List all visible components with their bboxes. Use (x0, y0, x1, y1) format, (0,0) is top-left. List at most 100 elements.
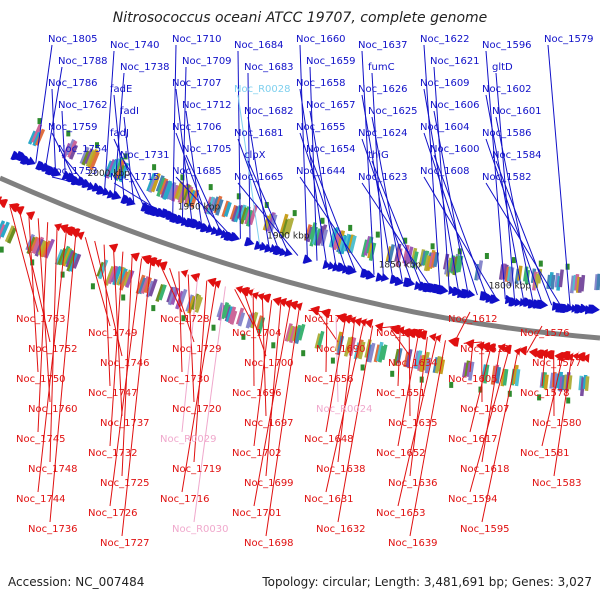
forward-gene-arrow (514, 297, 523, 307)
outer-feature-band (69, 144, 79, 160)
reverse-gene-arrow (246, 288, 255, 298)
reverse-leader-line (454, 311, 471, 343)
reverse-gene-arrow (320, 308, 331, 319)
reverse-gene-label: Noc_1728 (160, 314, 210, 325)
reverse-gene-label: Noc_1652 (376, 448, 426, 459)
reverse-leader-line (37, 229, 67, 493)
forward-gene-label: Noc_1715 (110, 172, 160, 183)
forward-gene-labels: Noc_1805 Noc_1788 Noc_1786 Noc_1762 Noc_1759… (48, 34, 594, 183)
forward-gene-label: Noc_1685 (172, 166, 222, 177)
outer-feature-band (150, 172, 161, 193)
forward-gene-label: Noc_1786 (48, 78, 98, 89)
reverse-gene-label: Noc_1727 (100, 538, 150, 549)
forward-gene-label: Noc_1682 (244, 106, 294, 117)
reverse-gene-arrow (25, 211, 36, 221)
reverse-leader-line (469, 344, 474, 373)
label-leader-lines (9, 44, 573, 537)
forward-gene-label: Noc_1623 (358, 172, 408, 183)
marker-block (0, 246, 4, 253)
outer-feature-band (336, 230, 346, 251)
reverse-gene-arrow (364, 319, 374, 328)
reverse-gene-arrow (543, 350, 555, 360)
reverse-leader-line (463, 341, 483, 344)
inner-feature-band (194, 296, 203, 313)
reverse-gene-label: Noc_1631 (304, 494, 354, 505)
map-title: Nitrosococcus oceani ATCC 19707, complet… (113, 10, 488, 26)
forward-gene-arrow (527, 299, 538, 309)
reverse-gene-label: Noc_1605 (448, 374, 498, 385)
forward-leader-line (51, 88, 56, 172)
reverse-leader-line (234, 289, 255, 327)
inner-feature-band (380, 344, 388, 361)
forward-gene-label: Noc_1731 (120, 150, 170, 161)
inner-feature-band (439, 359, 446, 375)
forward-leader-line (237, 138, 280, 251)
reverse-gene-label: Noc_1649 (376, 328, 426, 339)
forward-leader-line (35, 44, 53, 164)
forward-leader-line (423, 132, 478, 296)
reverse-gene-label: Noc_1748 (28, 464, 78, 475)
inner-feature-band (0, 220, 6, 235)
reverse-gene-arrow (239, 287, 251, 297)
inner-feature-band (424, 357, 432, 374)
forward-gene-arrow (574, 304, 586, 314)
reverse-leader-line (159, 264, 183, 313)
coordinate-ticks: 2000 kbp 1950 kbp 1900 kbp 1850 kbp 1800 kbp (88, 169, 532, 292)
forward-leader-line (547, 44, 571, 308)
forward-gene-arrow (523, 297, 534, 307)
coordinate-tick-label: 1800 kbp (489, 282, 532, 292)
marker-block (484, 253, 489, 259)
marker-block (301, 350, 306, 357)
forward-gene-label: Noc_1665 (234, 172, 284, 183)
inner-feature-band (4, 225, 15, 243)
reverse-leader-line (193, 286, 226, 523)
marker-block (123, 153, 128, 160)
forward-gene-arrow (566, 303, 575, 313)
outer-feature-band (366, 236, 374, 254)
marker-block (151, 305, 156, 312)
inner-feature-band (235, 307, 245, 325)
forward-gene-label: Noc_1710 (172, 34, 222, 45)
forward-gene-label: Noc_1681 (234, 128, 284, 139)
forward-leader-line (361, 182, 431, 287)
forward-leader-line (123, 160, 154, 210)
reverse-gene-arrow (130, 252, 140, 262)
forward-leader-line (361, 94, 394, 279)
reverse-gene-labels: Noc_1763 Noc_1752 Noc_1750 Noc_1760 Noc_1745… (16, 314, 582, 549)
forward-gene-label: Noc_1709 (182, 56, 232, 67)
outer-feature-band (35, 128, 46, 146)
reverse-gene-label: Noc_1760 (28, 404, 78, 415)
forward-leader-line (175, 176, 232, 237)
reverse-gene-label: Noc_1697 (244, 418, 294, 429)
inner-feature-band (59, 245, 71, 266)
reverse-gene-arrow (180, 269, 189, 278)
marker-block (430, 243, 435, 250)
reverse-gene-label: Noc_1702 (232, 448, 282, 459)
forward-gene-arrow (229, 232, 240, 242)
forward-leader-line (51, 176, 95, 188)
forward-gene-arrow (244, 237, 255, 247)
marker-block (241, 333, 246, 340)
outer-feature-band (524, 269, 531, 285)
forward-leader-line (247, 116, 270, 248)
forward-leader-line (123, 116, 135, 203)
forward-gene-label: Noc_1579 (544, 34, 594, 45)
inner-feature-band (143, 276, 152, 294)
forward-gene-label: Noc_1762 (58, 100, 108, 111)
forward-gene-arrow (467, 289, 476, 299)
reverse-gene-arrow (288, 300, 299, 310)
forward-gene-label: Noc_1712 (182, 100, 232, 111)
reverse-gene-label: Noc_1737 (100, 418, 150, 429)
forward-leader-line (299, 132, 346, 269)
reverse-gene-arrow (348, 316, 357, 325)
reverse-gene-arrow (476, 341, 485, 351)
forward-gene-arrow (436, 284, 449, 295)
inner-feature-band (543, 374, 549, 390)
reverse-gene-label: Noc_1696 (232, 388, 282, 399)
reverse-gene-arrow (353, 317, 362, 327)
reverse-gene-label: Noc_1726 (88, 508, 138, 519)
reverse-leader-line (469, 347, 492, 433)
reverse-gene-arrow (153, 259, 162, 268)
forward-gene-label: Noc_1608 (420, 166, 470, 177)
